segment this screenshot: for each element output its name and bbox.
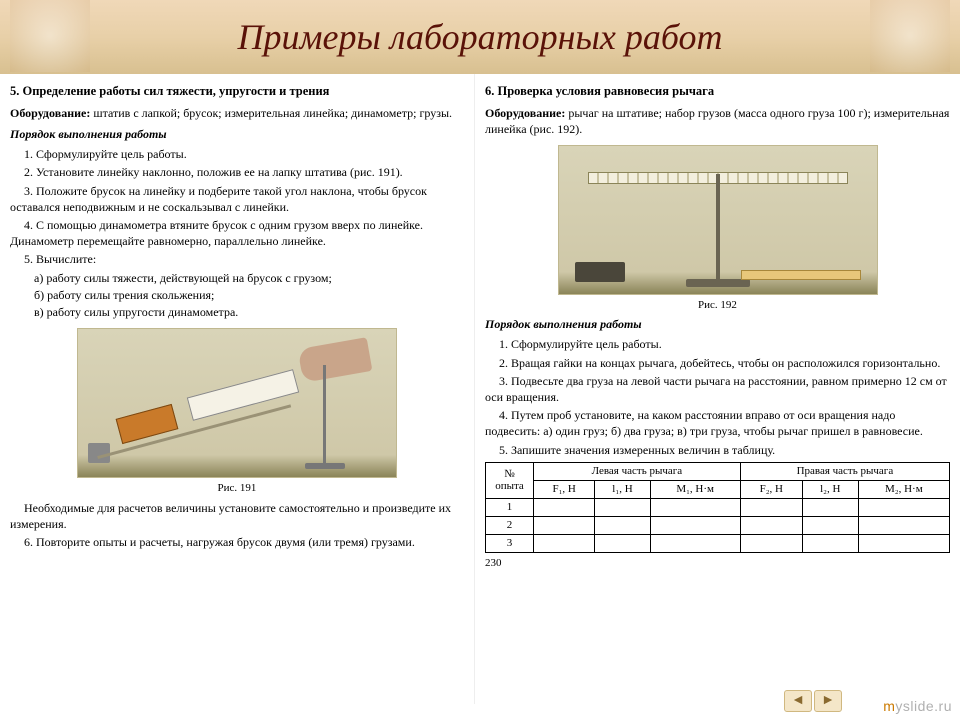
cell: [858, 516, 949, 534]
cell: [650, 498, 740, 516]
cell: [740, 516, 802, 534]
equipment-label: Оборудование:: [485, 106, 565, 120]
cell: [534, 498, 595, 516]
lab5-step: 2. Установите линейку наклонно, положив …: [10, 164, 464, 180]
watermark-text: yslide.ru: [895, 698, 952, 714]
th-sub: l₂, Н: [802, 480, 858, 498]
cell-rownum: 1: [486, 498, 534, 516]
cell: [858, 498, 949, 516]
table-row: 2: [486, 516, 950, 534]
weight-set: [575, 262, 625, 282]
equipment-text: штатив с лапкой; брусок; измерительная л…: [93, 106, 452, 120]
lab5-step: 5. Вычислите:: [10, 251, 464, 267]
th-sub: M₂, Н·м: [858, 480, 949, 498]
cell: [534, 534, 595, 552]
results-table: № опыта Левая часть рычага Правая часть …: [485, 462, 950, 553]
lab6-procedure-heading: Порядок выполнения работы: [485, 317, 950, 332]
figure-192: [558, 145, 878, 295]
lab6-step: 3. Подвесьте два груза на левой части ры…: [485, 373, 950, 405]
figure-192-caption: Рис. 192: [485, 299, 950, 311]
cell: [858, 534, 949, 552]
lab5-step: 1. Сформулируйте цель работы.: [10, 146, 464, 162]
lever-stand: [716, 174, 720, 282]
slide-header: Примеры лабораторных работ: [0, 0, 960, 74]
lab5-equipment: Оборудование: штатив с лапкой; брусок; и…: [10, 105, 464, 121]
cell-rownum: 2: [486, 516, 534, 534]
th-right-group: Правая часть рычага: [740, 462, 949, 480]
table-row: 1: [486, 498, 950, 516]
watermark-accent: m: [883, 698, 895, 714]
lab6-step: 2. Вращая гайки на концах рычага, добейт…: [485, 355, 950, 371]
th-rownum: № опыта: [486, 462, 534, 498]
table-row: 3: [486, 534, 950, 552]
lab6-step: 1. Сформулируйте цель работы.: [485, 336, 950, 352]
cell: [802, 534, 858, 552]
right-column: 6. Проверка условия равновесия рычага Об…: [475, 74, 960, 704]
lab6-equipment: Оборудование: рычаг на штативе; набор гр…: [485, 105, 950, 137]
lab6-step: 5. Запишите значения измеренных величин …: [485, 442, 950, 458]
prev-slide-button[interactable]: ◄: [784, 690, 812, 712]
lab6-title: 6. Проверка условия равновесия рычага: [485, 84, 950, 99]
cell: [595, 534, 650, 552]
ruler: [741, 270, 861, 280]
stand: [323, 365, 326, 465]
page-number: 230: [485, 557, 950, 569]
th-sub: F₁, Н: [534, 480, 595, 498]
th-sub: l₁, Н: [595, 480, 650, 498]
lab5-procedure-heading: Порядок выполнения работы: [10, 127, 464, 142]
th-sub: M₁, Н·м: [650, 480, 740, 498]
th-left-group: Левая часть рычага: [534, 462, 741, 480]
cell: [650, 516, 740, 534]
figure-191: [77, 328, 397, 478]
lab5-note: Необходимые для расчетов величины устано…: [10, 500, 464, 532]
cell: [740, 498, 802, 516]
th-sub: F₂, Н: [740, 480, 802, 498]
cell: [595, 516, 650, 534]
lab5-substep: в) работу силы упругости динамометра.: [10, 304, 464, 320]
lab6-step: 4. Путем проб установите, на каком расст…: [485, 407, 950, 439]
slide-title: Примеры лабораторных работ: [238, 16, 723, 58]
lab5-title: 5. Определение работы сил тяжести, упруг…: [10, 84, 464, 99]
cell: [595, 498, 650, 516]
cell: [650, 534, 740, 552]
dynamometer: [187, 369, 299, 421]
cell: [802, 498, 858, 516]
left-column: 5. Определение работы сил тяжести, упруг…: [0, 74, 475, 704]
figure-191-caption: Рис. 191: [10, 482, 464, 494]
cell: [802, 516, 858, 534]
lab5-step: 4. С помощью динамометра втяните брусок …: [10, 217, 464, 249]
content-area: 5. Определение работы сил тяжести, упруг…: [0, 74, 960, 704]
watermark: myslide.ru: [883, 698, 952, 714]
next-slide-button[interactable]: ►: [814, 690, 842, 712]
lab5-substep: а) работу силы тяжести, действующей на б…: [10, 270, 464, 286]
lab5-substep: б) работу силы трения скольжения;: [10, 287, 464, 303]
equipment-label: Оборудование:: [10, 106, 90, 120]
cell: [534, 516, 595, 534]
lab5-step6: 6. Повторите опыты и расчеты, нагружая б…: [10, 534, 464, 550]
cell-rownum: 3: [486, 534, 534, 552]
lab5-step: 3. Положите брусок на линейку и подберит…: [10, 183, 464, 215]
cell: [740, 534, 802, 552]
hand: [298, 337, 373, 383]
